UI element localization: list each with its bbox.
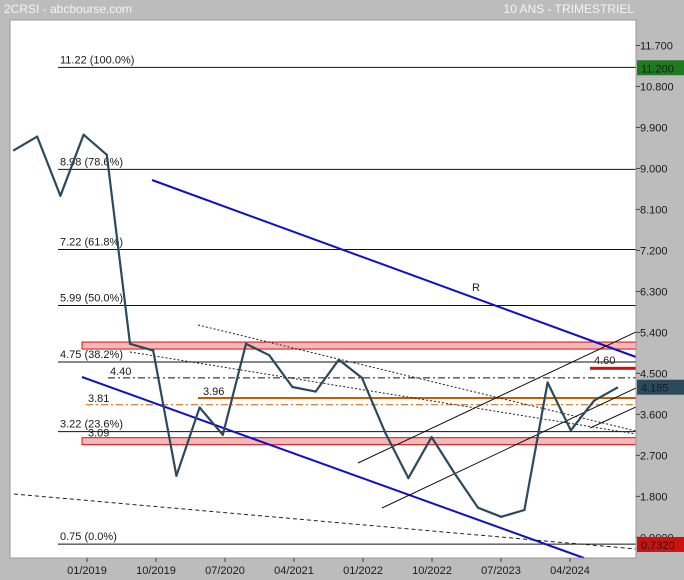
short-trend-segment xyxy=(589,406,637,429)
y-tick-label: 6.300 xyxy=(640,286,668,298)
x-tick-label: 04/2024 xyxy=(550,565,590,577)
price-point xyxy=(105,153,108,156)
price-point xyxy=(175,474,178,477)
price-point xyxy=(384,431,387,434)
last-price-badge: 4.185 xyxy=(641,383,669,395)
high-price-badge-bg xyxy=(637,60,684,76)
price-point xyxy=(314,390,317,393)
price-point xyxy=(476,506,480,509)
level-440-label: 4.40 xyxy=(110,366,131,378)
price-point xyxy=(407,477,410,480)
price-point xyxy=(198,406,201,409)
x-tick-label: 01/2019 xyxy=(67,565,107,577)
channel-label: R xyxy=(472,282,480,294)
price-point xyxy=(569,429,572,432)
x-tick-label: 07/2023 xyxy=(481,565,521,577)
level-381-label: 3.81 xyxy=(88,393,109,405)
chart-source-title: 2CRSI - abcbourse.com xyxy=(4,2,133,16)
price-point xyxy=(500,515,503,518)
fib-level-label: 4.75 (38.2%) xyxy=(60,349,123,361)
x-tick-label: 04/2021 xyxy=(274,565,314,577)
last-price-badge-bg xyxy=(637,379,684,395)
price-point xyxy=(128,342,132,345)
y-tick-label: 11.700 xyxy=(640,40,673,52)
fib-level-label: 11.22 (100.0%) xyxy=(60,54,134,66)
price-point xyxy=(12,149,16,152)
x-tick-label: 07/2020 xyxy=(205,565,245,577)
dotted-trendline-lower xyxy=(129,351,637,435)
y-tick-label: 4.500 xyxy=(640,368,668,380)
price-point xyxy=(453,472,456,475)
y-tick-label: 2.700 xyxy=(640,450,668,462)
resistance-band xyxy=(81,341,637,350)
y-tick-label: 8.100 xyxy=(640,204,668,216)
y-tick-label: 9.000 xyxy=(640,163,668,175)
channel-upper-line xyxy=(151,179,637,358)
price-point xyxy=(36,135,39,138)
x-tick-label: 01/2022 xyxy=(343,565,383,577)
price-point xyxy=(360,376,364,380)
price-point xyxy=(291,385,294,389)
y-tick-label: 10.800 xyxy=(640,81,674,93)
x-tick-label: 10/2022 xyxy=(412,565,452,577)
y-tick-label: 9.900 xyxy=(640,122,668,134)
price-point xyxy=(337,358,340,361)
fib-level-label: 0.75 (0.0%) xyxy=(60,531,117,543)
fib-level-label: 8.98 (78.6%) xyxy=(60,156,123,168)
price-point xyxy=(523,508,526,512)
price-point xyxy=(430,436,433,439)
plot-frame xyxy=(9,19,637,559)
chart-period-title: 10 ANS - TRIMESTRIEL xyxy=(503,2,634,16)
price-point xyxy=(616,386,619,389)
low-price-badge-bg xyxy=(637,536,684,552)
price-point xyxy=(82,133,85,136)
plot-background xyxy=(10,20,636,558)
price-point xyxy=(221,433,224,436)
price-point xyxy=(546,381,549,384)
level-396-label: 3.96 xyxy=(203,386,224,398)
x-tick-label: 10/2019 xyxy=(136,565,176,577)
fib-level-label: 5.99 (50.0%) xyxy=(60,293,123,305)
level-460-line xyxy=(590,366,636,370)
price-point xyxy=(592,399,596,402)
price-point xyxy=(268,354,271,357)
y-tick-label: 3.600 xyxy=(640,409,668,421)
support-band-label: 3.09 xyxy=(88,428,109,440)
fib-level-label: 7.22 (61.8%) xyxy=(60,237,123,249)
price-point xyxy=(152,349,155,352)
low-price-badge: 0.7320 xyxy=(641,540,675,552)
price-point xyxy=(59,194,62,197)
dashed-long-trendline xyxy=(13,493,637,550)
support-band xyxy=(81,437,637,446)
y-tick-label: 5.400 xyxy=(640,327,668,339)
ascending-channel-lower xyxy=(381,387,637,509)
high-price-badge: 11.200 xyxy=(641,63,674,75)
channel-lower-line xyxy=(81,376,585,559)
fib-level-label: 3.22 (23.6%) xyxy=(60,419,123,431)
dotted-trendline-upper xyxy=(197,324,637,432)
ascending-channel-upper xyxy=(357,331,637,464)
y-tick-label: 1.800 xyxy=(640,491,668,503)
price-point xyxy=(244,342,248,345)
level-460-label: 4.60 xyxy=(594,355,615,367)
y-tick-label: 7.200 xyxy=(640,245,668,257)
